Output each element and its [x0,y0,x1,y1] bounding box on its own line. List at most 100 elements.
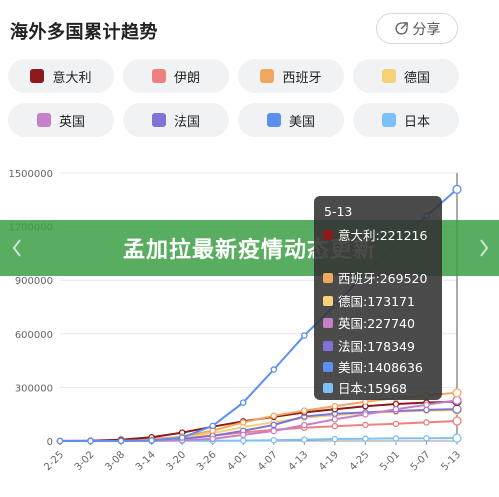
legend-label: 意大利 [52,70,92,86]
share-label: 分享 [412,21,441,38]
legend-swatch [36,113,51,127]
tooltip-swatch [323,317,333,328]
x-tick-label: 5-07 [409,449,433,473]
tooltip-row-label: 美国:1408636 [338,360,423,375]
data-point [392,420,400,428]
data-point [239,419,247,426]
x-tick-label: 5-01 [378,449,402,473]
legend-item-france[interactable]: 法国 [123,103,229,137]
tooltip-swatch [323,229,333,240]
legend-item-usa[interactable]: 美国 [238,103,344,137]
x-tick-label: 4-13 [287,449,311,473]
data-point [301,407,308,414]
tooltip-row-label: 英国:227740 [338,316,415,331]
data-point [423,434,430,442]
tooltip-row: 西班牙:269520 [323,268,427,287]
legend-label: 日本 [403,114,430,130]
data-point [423,419,430,426]
legend-swatch [260,69,275,83]
data-point [270,421,278,429]
tooltip-row: 意大利:221216 [323,225,427,244]
tooltip-swatch [323,272,333,283]
data-point [117,437,125,445]
tooltip-row-label: 西班牙:269520 [338,271,428,286]
data-point [239,437,247,444]
chart-tooltip: 5-13 意大利:221216 西班牙:269520 德国:173171 英国:… [314,196,442,400]
x-tick-label: 2-25 [42,449,66,473]
data-point [301,436,308,443]
page-title: 海外多国累计趋势 [10,22,158,43]
y-tick-label: 1500000 [8,169,53,180]
legend-item-spain[interactable]: 西班牙 [238,59,344,93]
y-tick-label: 600000 [15,330,53,341]
data-point [452,395,462,405]
legend-label: 德国 [403,70,430,86]
x-tick-label: 4-19 [317,449,341,473]
data-point [423,406,430,414]
tooltip-swatch [323,340,333,351]
x-tick-label: 4-07 [256,449,280,473]
data-point [392,400,400,408]
legend-swatch [151,113,166,127]
x-tick-label: 4-25 [348,449,372,473]
chevron-left-icon[interactable] [12,238,22,258]
x-tick-label: 3-14 [134,449,158,473]
data-point [392,435,400,442]
tooltip-date: 5-13 [324,204,353,219]
data-point [452,388,462,398]
legend-swatch [30,69,45,83]
data-point [331,416,339,423]
data-point [270,366,278,373]
legend-item-germany[interactable]: 德国 [353,59,459,93]
y-tick-label: 900000 [15,276,53,287]
x-tick-label: 3-08 [103,449,127,473]
legend-item-italy[interactable]: 意大利 [8,59,114,93]
legend-label: 伊朗 [173,70,200,86]
data-point [239,431,247,439]
legend-swatch [381,113,396,127]
legend-item-iran[interactable]: 伊朗 [123,59,229,93]
legend-label: 美国 [288,114,315,130]
tooltip-row-label: 德国:173171 [338,294,415,309]
data-point [452,433,462,443]
data-point [87,437,94,445]
legend-item-japan[interactable]: 日本 [353,103,459,137]
tooltip-swatch [323,382,333,393]
share-icon [394,22,408,35]
tooltip-row: 日本:15968 [323,378,407,397]
data-point [148,437,155,444]
x-tick-label: 3-02 [73,449,97,473]
data-point [301,332,308,339]
legend-swatch [151,69,166,83]
data-point [209,435,216,443]
data-point [209,422,216,430]
tooltip-row: 英国:227740 [323,313,415,332]
legend-swatch [381,69,396,83]
tooltip-row: 美国:1408636 [323,357,423,376]
data-point [362,435,369,442]
data-point [331,422,339,430]
tooltip-swatch [323,361,333,372]
data-point [301,421,308,429]
data-point [392,405,400,413]
chevron-right-icon[interactable] [479,238,489,258]
data-point [452,184,462,194]
x-tick-label: 5-13 [439,449,463,473]
tooltip-row-label: 法国:178349 [338,339,415,354]
legend-label: 西班牙 [282,70,322,86]
data-point [56,437,64,445]
data-point [331,402,339,410]
x-tick-label: 4-01 [226,449,250,473]
x-tick-label: 3-26 [195,449,219,473]
data-point [423,401,430,408]
tooltip-row-label: 日本:15968 [338,381,407,396]
x-tick-label: 3-20 [164,449,188,473]
legend-label: 法国 [173,114,200,130]
tooltip-row: 法国:178349 [323,336,415,355]
data-point [452,416,462,426]
y-tick-label: 300000 [15,383,53,394]
share-button[interactable]: 分享 [376,13,458,44]
legend-item-uk[interactable]: 英国 [8,103,114,137]
data-point [178,434,186,441]
data-point [270,427,278,435]
